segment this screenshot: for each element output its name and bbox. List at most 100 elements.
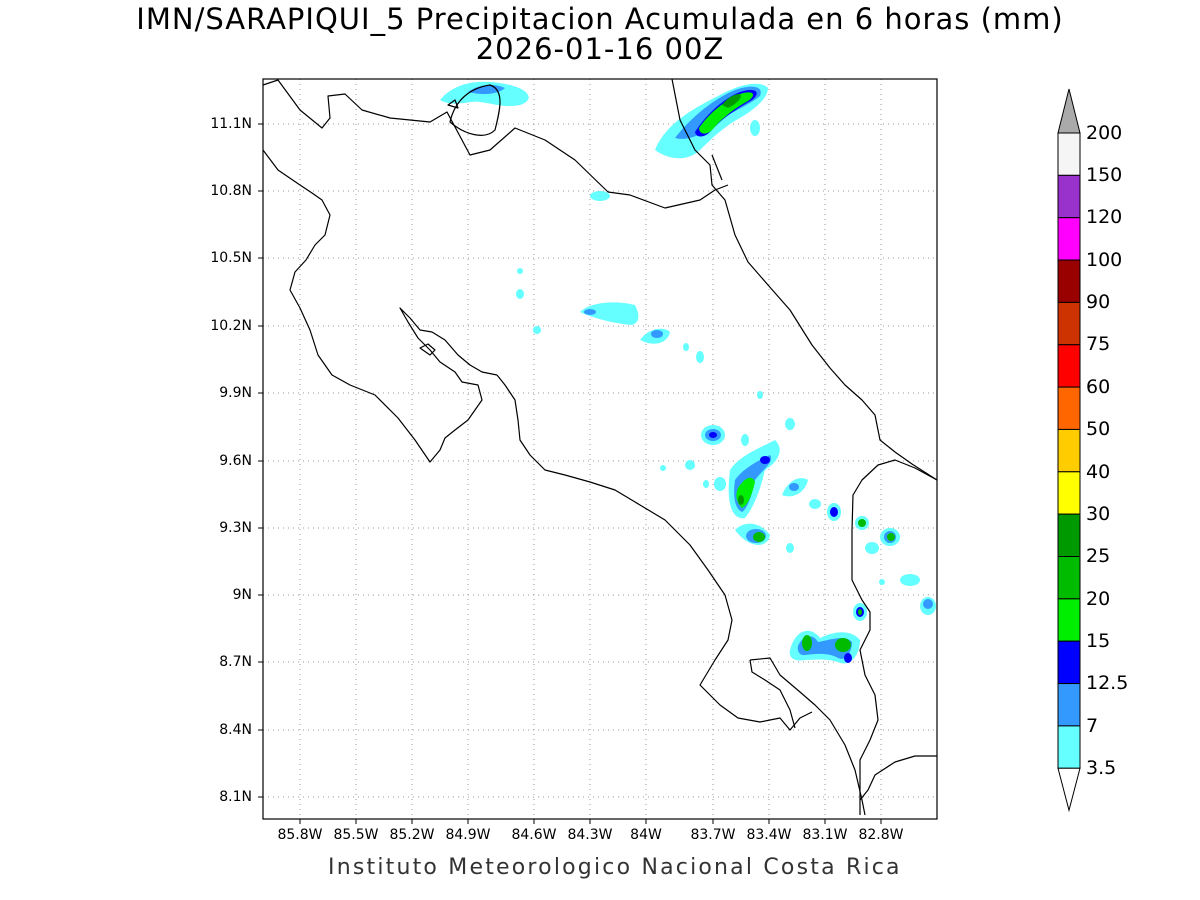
precip-area	[468, 84, 505, 95]
pacific-coast-north	[262, 149, 498, 463]
colorbar-label: 100	[1086, 249, 1123, 271]
colorbar-label: 200	[1086, 122, 1123, 144]
lon-label: 82.8W	[858, 827, 904, 843]
colorbar-label: 25	[1086, 545, 1111, 567]
precip-area	[651, 330, 663, 338]
colorbar-swatch	[1057, 301, 1081, 346]
map-title: IMN/SARAPIQUI_5 Precipitacion Acumulada …	[136, 2, 1064, 36]
precip-area	[830, 507, 838, 517]
precip-area	[709, 432, 717, 438]
lon-label: 83.1W	[802, 827, 848, 843]
footer-credit: Instituto Meteorologico Nacional Costa R…	[328, 855, 902, 880]
lon-label: 83.4W	[746, 827, 792, 843]
precip-area	[887, 533, 895, 541]
colorbar-label: 40	[1086, 461, 1111, 483]
lat-label: 9.3N	[219, 520, 252, 536]
precip-area	[517, 268, 523, 274]
pacific-coast-central	[496, 374, 813, 731]
colorbar-swatch	[1057, 725, 1081, 769]
colorbar-under-arrow	[1057, 767, 1081, 813]
precip-area	[923, 599, 933, 609]
lon-label: 84.6W	[511, 827, 557, 843]
axis-ticks	[258, 123, 882, 824]
lat-label: 11.1N	[210, 116, 252, 132]
lake-detail	[447, 99, 459, 109]
lon-label: 83.7W	[690, 827, 736, 843]
precip-area	[753, 532, 765, 542]
map-date: 2026-01-16 00Z	[475, 32, 725, 66]
golfo-dulce	[749, 657, 866, 816]
colorbar-swatch	[1057, 344, 1081, 388]
precip-area	[858, 609, 862, 615]
colorbar-swatch	[1057, 513, 1081, 558]
precip-area	[858, 519, 866, 527]
lon-label: 85.8W	[277, 827, 323, 843]
precip-area	[844, 653, 852, 663]
precipitation-fields	[440, 81, 936, 664]
precip-area	[835, 638, 851, 652]
lat-label: 9.6N	[219, 453, 252, 469]
lat-label: 10.5N	[210, 250, 252, 266]
precip-area	[738, 495, 744, 505]
precip-area	[750, 120, 760, 136]
colorbar-label: 12.5	[1086, 672, 1129, 694]
nicoya-island	[419, 343, 436, 356]
panama-coast	[859, 755, 937, 801]
lon-label: 84.3W	[567, 827, 613, 843]
colorbar-label: 60	[1086, 376, 1111, 398]
san-juan-river	[711, 154, 723, 181]
colorbar-label: 30	[1086, 503, 1111, 525]
precip-area	[660, 465, 666, 471]
border-nicaragua	[262, 79, 729, 209]
map-plot-area	[263, 79, 937, 819]
precip-area	[584, 309, 596, 315]
lon-label: 85.2W	[389, 827, 435, 843]
colorbar-over-arrow	[1057, 88, 1081, 134]
lake-nicaragua	[449, 84, 501, 136]
map-frame	[262, 78, 938, 820]
colorbar-swatch	[1057, 598, 1081, 642]
precip-area	[785, 418, 795, 430]
precip-area	[685, 460, 695, 470]
border-panama	[851, 459, 938, 815]
colorbar-label: 3.5	[1086, 757, 1117, 779]
lat-label: 8.1N	[219, 789, 252, 805]
colorbar-swatch	[1057, 683, 1081, 727]
colorbar-label: 15	[1086, 630, 1111, 652]
lat-label: 10.2N	[210, 318, 252, 334]
precip-area	[714, 477, 726, 491]
colorbar-label: 50	[1086, 418, 1111, 440]
precip-area	[696, 351, 704, 363]
precip-area	[802, 635, 812, 651]
colorbar	[1057, 88, 1081, 813]
colorbar-swatch	[1057, 132, 1081, 176]
precip-area	[703, 480, 709, 488]
colorbar-label: 7	[1086, 715, 1099, 737]
colorbar-label: 120	[1086, 206, 1123, 228]
lat-label: 8.7N	[219, 654, 252, 670]
osa-peninsula	[749, 659, 796, 729]
colorbar-label: 20	[1086, 588, 1111, 610]
precip-area	[865, 542, 879, 554]
colorbar-swatch	[1057, 640, 1081, 685]
precip-area	[786, 543, 794, 553]
colorbar-label: 90	[1086, 291, 1111, 313]
colorbar-swatch	[1057, 174, 1081, 219]
lat-label: 9.9N	[219, 385, 252, 401]
precip-area	[722, 94, 741, 108]
lat-label: 9N	[232, 587, 252, 603]
precip-area	[590, 191, 610, 201]
precip-area	[699, 92, 754, 134]
precip-area	[757, 391, 763, 399]
lat-label: 10.8N	[210, 183, 252, 199]
precip-area	[683, 343, 689, 351]
colorbar-label: 75	[1086, 333, 1111, 355]
colorbar-swatch	[1057, 471, 1081, 515]
precip-area	[533, 326, 541, 334]
precip-area	[789, 483, 799, 491]
lat-label: 8.4N	[219, 722, 252, 738]
colorbar-swatch	[1057, 217, 1081, 261]
lon-label: 84.9W	[445, 827, 491, 843]
precip-area	[900, 574, 920, 586]
